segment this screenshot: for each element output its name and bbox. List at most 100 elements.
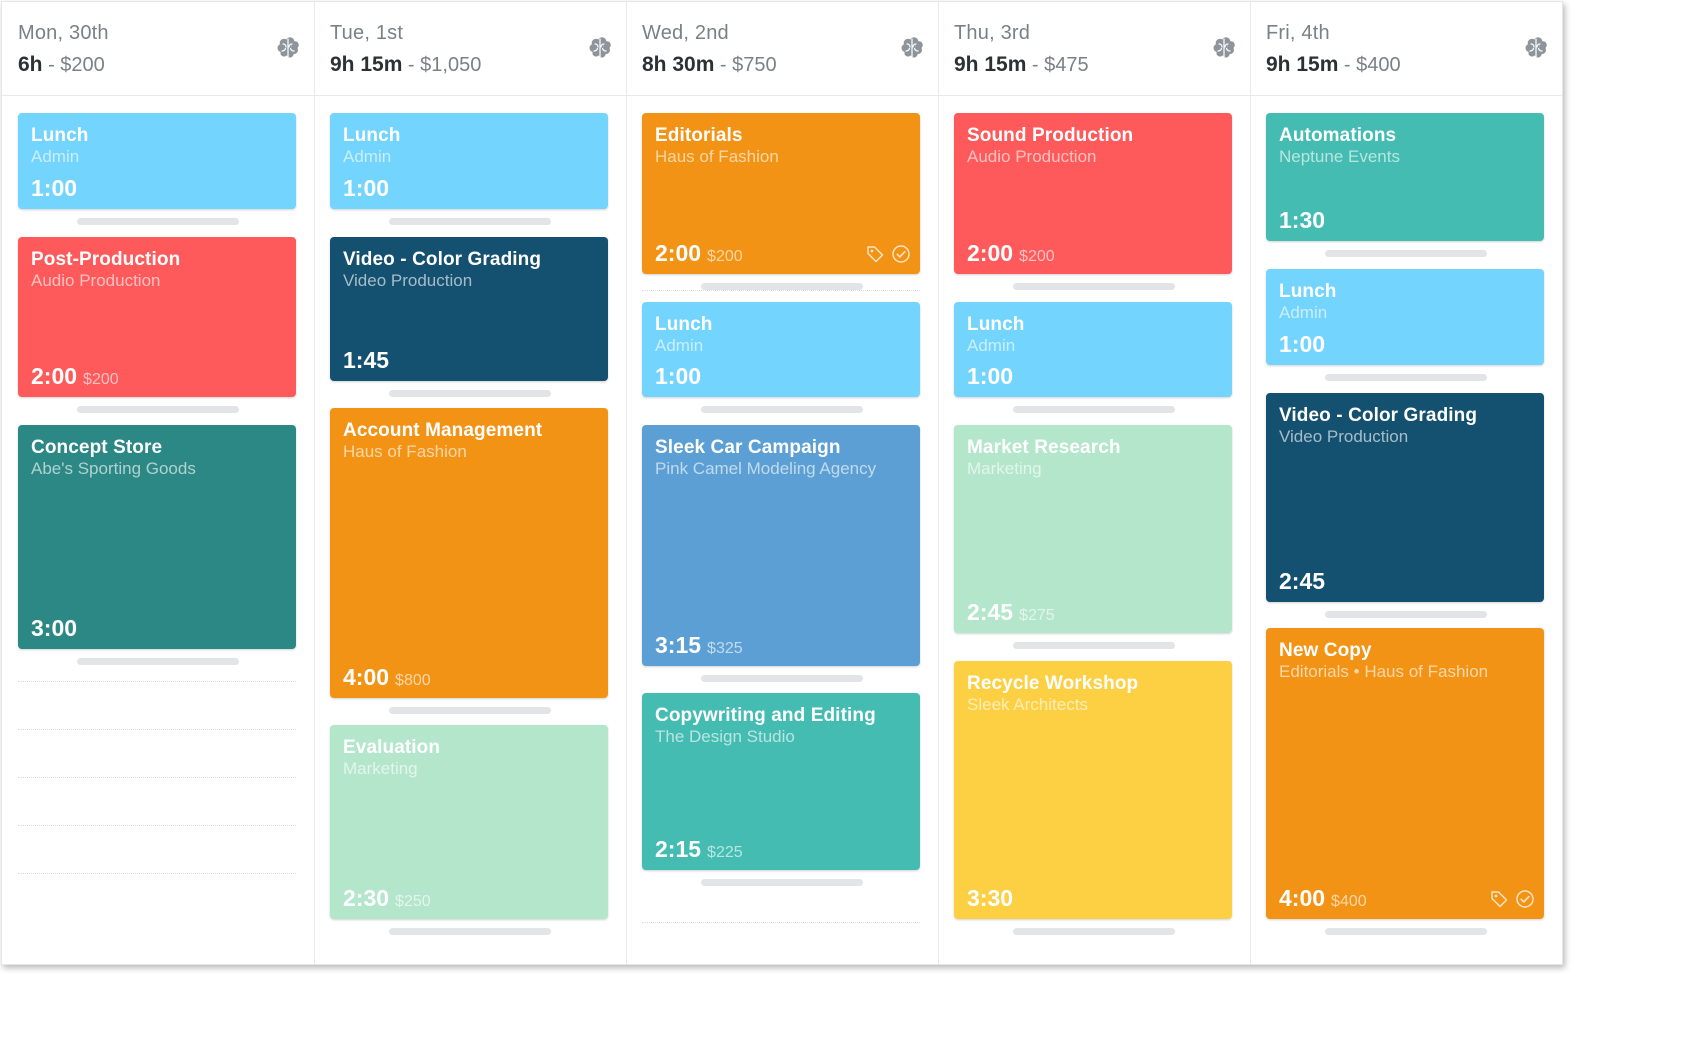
week-timesheet: Mon, 30th 6h - $200 Lunch Admin 1:00 Post-Pro…: [1, 1, 1563, 965]
resize-handle[interactable]: [1325, 374, 1487, 381]
entry-duration-value: 1:00: [967, 363, 1014, 389]
entry-duration-value: 3:30: [967, 885, 1014, 911]
entry-duration: 3:15 $325: [655, 632, 743, 659]
day-separator: -: [1026, 54, 1045, 76]
entry-subtitle: Video Production: [343, 271, 473, 290]
day-separator: -: [714, 54, 733, 76]
resize-handle[interactable]: [77, 406, 239, 413]
day-amount: $200: [60, 54, 105, 76]
resize-handle[interactable]: [701, 283, 863, 290]
entry-subtitle: Sleek Architects: [967, 695, 1088, 714]
brain-icon[interactable]: [1211, 35, 1237, 61]
entry-duration-value: 1:00: [1279, 331, 1326, 357]
day-column: Tue, 1st 9h 15m - $1,050 Lunch Admin 1:00 Vid…: [314, 2, 627, 964]
resize-handle[interactable]: [1013, 642, 1175, 649]
entry-title: Evaluation: [343, 737, 441, 758]
time-entry-card[interactable]: Editorials Haus of Fashion 2:00 $200: [642, 113, 920, 274]
entry-amount: $800: [395, 672, 431, 689]
empty-slot-divider: [642, 922, 920, 923]
time-entry-card[interactable]: Lunch Admin 1:00: [1266, 269, 1544, 365]
entry-duration: 2:15 $225: [655, 836, 743, 863]
resize-handle[interactable]: [389, 928, 551, 935]
resize-handle[interactable]: [389, 390, 551, 397]
entry-amount: $325: [707, 640, 743, 657]
entry-subtitle: Admin: [31, 147, 80, 166]
resize-handle[interactable]: [77, 218, 239, 225]
time-entry-card[interactable]: Sound Production Audio Production 2:00 $200: [954, 113, 1232, 274]
day-header: Fri, 4th 9h 15m - $400: [1250, 2, 1562, 96]
entry-duration: 2:30 $250: [343, 885, 431, 912]
resize-handle[interactable]: [1013, 406, 1175, 413]
entry-title: Concept Store: [31, 437, 163, 458]
entry-duration-value: 2:00: [655, 240, 702, 266]
brain-icon[interactable]: [275, 35, 301, 61]
time-entry-card[interactable]: Lunch Admin 1:00: [954, 302, 1232, 397]
entry-amount: $400: [1331, 893, 1367, 910]
time-entry-card[interactable]: New Copy Editorials • Haus of Fashion 4:00…: [1266, 628, 1544, 919]
resize-handle[interactable]: [1325, 928, 1487, 935]
resize-handle[interactable]: [701, 406, 863, 413]
resize-handle[interactable]: [701, 879, 863, 886]
entry-duration: 3:30: [967, 885, 1013, 912]
entry-title: Video - Color Grading: [343, 249, 542, 270]
time-entry-card[interactable]: Automations Neptune Events 1:30: [1266, 113, 1544, 241]
entry-subtitle: The Design Studio: [655, 727, 795, 746]
entry-duration: 2:00 $200: [655, 240, 743, 267]
time-entry-card[interactable]: Lunch Admin 1:00: [642, 302, 920, 397]
resize-handle[interactable]: [389, 707, 551, 714]
day-total: 9h 15m - $400: [1266, 53, 1401, 77]
entry-duration-value: 1:00: [31, 175, 78, 201]
time-entry-card[interactable]: Evaluation Marketing 2:30 $250: [330, 725, 608, 919]
time-entry-card[interactable]: Copywriting and Editing The Design Studio…: [642, 693, 920, 870]
entry-subtitle: Admin: [967, 336, 1016, 355]
resize-handle[interactable]: [1325, 611, 1487, 618]
entry-duration: 1:00: [655, 363, 701, 390]
tag-icon[interactable]: [1489, 889, 1509, 909]
time-entry-card[interactable]: Sleek Car Campaign Pink Camel Modeling Ag…: [642, 425, 920, 666]
entry-amount: $275: [1019, 607, 1055, 624]
day-hours: 9h 15m: [330, 53, 403, 76]
time-entry-card[interactable]: Video - Color Grading Video Production 2:4…: [1266, 393, 1544, 602]
resize-handle[interactable]: [77, 658, 239, 665]
brain-icon[interactable]: [1523, 35, 1549, 61]
day-label: Tue, 1st: [330, 22, 404, 44]
day-amount: $475: [1044, 54, 1089, 76]
entry-subtitle: Neptune Events: [1279, 147, 1400, 166]
day-hours: 8h 30m: [642, 53, 715, 76]
resize-handle[interactable]: [389, 218, 551, 225]
entry-icons: [865, 244, 911, 264]
empty-slot-divider: [18, 777, 296, 778]
resize-handle[interactable]: [1013, 928, 1175, 935]
entry-duration: 2:00 $200: [31, 363, 119, 390]
entry-title: Post-Production: [31, 249, 181, 270]
entry-subtitle: Admin: [655, 336, 704, 355]
time-entry-card[interactable]: Recycle Workshop Sleek Architects 3:30: [954, 661, 1232, 919]
resize-handle[interactable]: [701, 675, 863, 682]
resize-handle[interactable]: [1325, 250, 1487, 257]
entry-subtitle: Admin: [1279, 303, 1328, 322]
entry-duration: 2:45: [1279, 568, 1325, 595]
day-hours: 9h 15m: [1266, 53, 1339, 76]
tag-icon[interactable]: [865, 244, 885, 264]
time-entry-card[interactable]: Video - Color Grading Video Production 1:4…: [330, 237, 608, 381]
day-total: 9h 15m - $1,050: [330, 53, 481, 77]
entry-title: Sound Production: [967, 125, 1134, 146]
entry-duration: 1:00: [967, 363, 1013, 390]
time-entry-card[interactable]: Concept Store Abe's Sporting Goods 3:00: [18, 425, 296, 649]
entry-duration-value: 1:30: [1279, 207, 1326, 233]
check-circle-icon[interactable]: [1515, 889, 1535, 909]
entry-subtitle: Audio Production: [967, 147, 1097, 166]
time-entry-card[interactable]: Account Management Haus of Fashion 4:00 $80…: [330, 408, 608, 698]
time-entry-card[interactable]: Lunch Admin 1:00: [18, 113, 296, 209]
entry-duration-value: 2:00: [967, 240, 1014, 266]
day-column: Thu, 3rd 9h 15m - $475 Sound Production Aud…: [938, 2, 1251, 964]
time-entry-card[interactable]: Lunch Admin 1:00: [330, 113, 608, 209]
time-entry-card[interactable]: Post-Production Audio Production 2:00 $200: [18, 237, 296, 397]
entry-title: Lunch: [1279, 281, 1337, 302]
check-circle-icon[interactable]: [891, 244, 911, 264]
resize-handle[interactable]: [1013, 283, 1175, 290]
entry-duration: 4:00 $400: [1279, 885, 1367, 912]
brain-icon[interactable]: [587, 35, 613, 61]
brain-icon[interactable]: [899, 35, 925, 61]
time-entry-card[interactable]: Market Research Marketing 2:45 $275: [954, 425, 1232, 633]
